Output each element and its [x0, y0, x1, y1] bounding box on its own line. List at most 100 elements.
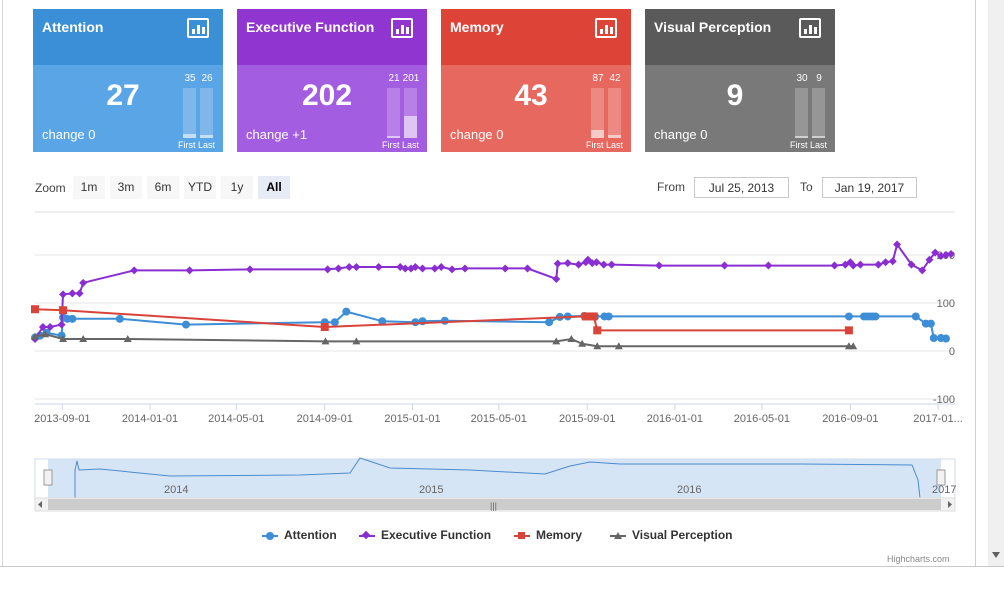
first-value: 21: [388, 73, 400, 84]
data-point-attention: [378, 317, 387, 326]
card-title: Memory: [450, 19, 504, 35]
data-point-visual-perception: [567, 335, 576, 342]
zoom-1y-button[interactable]: 1y: [221, 176, 253, 199]
data-point-executive-function: [374, 263, 383, 271]
data-point-executive-function: [918, 266, 927, 275]
zoom-label: Zoom: [35, 181, 66, 195]
zoom-6m-button[interactable]: 6m: [147, 176, 179, 199]
data-point-attention: [926, 319, 935, 328]
x-tick-label: 2015-01-01: [384, 413, 440, 425]
data-point-executive-function: [874, 260, 883, 269]
data-point-executive-function: [59, 290, 68, 299]
y-tick-label: -100: [933, 394, 955, 406]
data-point-executive-function: [720, 261, 729, 270]
first-last-label: First Last: [382, 140, 420, 150]
card-change: change 0: [450, 127, 504, 142]
data-point-executive-function: [401, 264, 410, 273]
first-last-label: First Last: [178, 140, 216, 150]
summary-card-memory[interactable]: Memory 43 change 0 87 42 First Last: [441, 9, 631, 152]
y-tick-label: 0: [949, 346, 955, 358]
zoom-ytd-button[interactable]: YTD: [184, 176, 216, 199]
card-title: Visual Perception: [654, 19, 772, 35]
x-tick-label: 2015-05-01: [471, 413, 527, 425]
data-point-executive-function: [38, 323, 47, 331]
data-point-executive-function: [352, 263, 361, 271]
bar-chart-icon[interactable]: [595, 18, 617, 38]
data-point-attention: [411, 318, 420, 327]
navigator-year-label: 2015: [419, 484, 443, 496]
last-bar: [404, 88, 417, 138]
chevron-right-icon[interactable]: [948, 501, 952, 508]
bar-chart-icon[interactable]: [391, 18, 413, 38]
first-bar-fill: [795, 135, 808, 138]
data-point-visual-perception: [31, 332, 39, 340]
navigator-year-label: 2017: [932, 484, 956, 496]
data-point-executive-function: [888, 257, 897, 266]
legend-symbol: [262, 531, 278, 540]
data-point-attention: [115, 314, 124, 323]
navigator-year-label: 2014: [164, 484, 188, 496]
summary-card-attention[interactable]: Attention 27 change 0 35 26 First Last: [33, 9, 223, 152]
summary-card-executive-function[interactable]: Executive Function 202 change +1 21 201 First…: [237, 9, 427, 152]
navigator-selected-range: [48, 459, 941, 498]
bar-chart-icon[interactable]: [799, 18, 821, 38]
legend-symbol: [514, 531, 530, 539]
data-point-memory: [581, 312, 590, 321]
legend-item-memory[interactable]: Memory: [514, 528, 582, 542]
legend-item-attention[interactable]: Attention: [262, 528, 337, 542]
data-point-attention: [181, 320, 190, 329]
last-bar: [812, 88, 825, 138]
legend-label: Visual Perception: [632, 528, 733, 542]
data-point-attention: [844, 312, 853, 321]
page-scrollbar[interactable]: [988, 0, 1004, 566]
x-tick-label: 2016-05-01: [734, 413, 790, 425]
data-point-executive-function: [323, 265, 332, 274]
x-tick-label: 2014-09-01: [297, 413, 353, 425]
credits-link[interactable]: Highcharts.com: [887, 554, 950, 564]
summary-card-visual-perception[interactable]: Visual Perception 9 change 0 30 9 First Last: [645, 9, 835, 152]
data-point-executive-function: [574, 260, 583, 269]
data-point-visual-perception: [552, 337, 561, 345]
y-tick-label: 100: [937, 298, 955, 310]
data-point-executive-function: [57, 320, 66, 329]
grip-icon: |||: [490, 501, 497, 511]
card-change: change +1: [246, 127, 308, 142]
card-change: change 0: [42, 127, 96, 142]
navigator-handle[interactable]: [936, 469, 946, 486]
last-value: 26: [201, 73, 213, 84]
navigator-handle[interactable]: [43, 469, 53, 486]
to-label: To: [800, 180, 813, 194]
zoom-all-button[interactable]: All: [258, 176, 290, 199]
data-point-executive-function: [437, 263, 446, 271]
to-date-input[interactable]: Jan 19, 2017: [822, 177, 917, 198]
data-point-attention: [604, 312, 613, 321]
legend-symbol: [359, 530, 375, 540]
data-point-memory: [593, 326, 602, 335]
data-point-visual-perception: [593, 342, 602, 350]
data-point-executive-function: [245, 265, 254, 274]
x-tick-label: 2017-01...: [913, 413, 963, 425]
first-bar-fill: [387, 136, 400, 138]
last-bar-fill: [200, 135, 213, 138]
legend-item-executive-function[interactable]: Executive Function: [359, 528, 491, 542]
last-bar: [608, 88, 621, 138]
chevron-left-icon[interactable]: [38, 501, 42, 508]
navigator-scrollbar-thumb[interactable]: [48, 499, 941, 510]
data-point-executive-function: [185, 266, 194, 275]
from-date-input[interactable]: Jul 25, 2013: [694, 177, 789, 198]
data-point-executive-function: [553, 259, 562, 268]
data-point-executive-function: [523, 264, 532, 273]
data-point-attention: [871, 312, 880, 321]
data-point-attention: [545, 318, 554, 327]
data-point-executive-function: [830, 261, 839, 270]
zoom-1m-button[interactable]: 1m: [73, 176, 105, 199]
zoom-3m-button[interactable]: 3m: [110, 176, 142, 199]
first-bar: [183, 88, 196, 138]
data-point-executive-function: [655, 261, 664, 270]
data-point-executive-function: [411, 263, 420, 271]
scroll-down-arrow-icon[interactable]: [992, 552, 1000, 558]
data-point-executive-function: [46, 323, 55, 331]
legend-item-visual-perception[interactable]: Visual Perception: [610, 528, 732, 542]
bar-chart-icon[interactable]: [187, 18, 209, 38]
last-value: 9: [816, 73, 822, 84]
